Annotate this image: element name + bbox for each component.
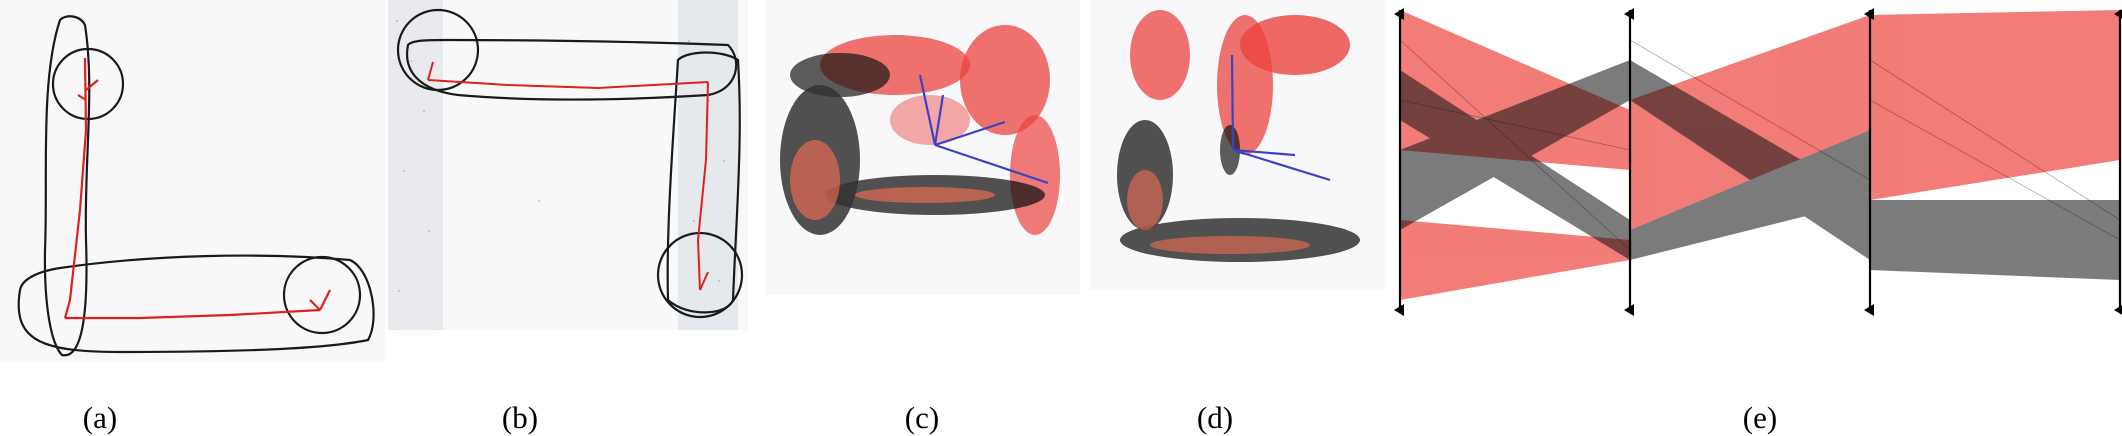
sketch-top-bar [406,38,738,101]
skeleton-vertical-line [63,57,88,319]
skeleton-top-line [427,79,709,90]
panel-c-scatter [765,0,1080,295]
caption-d: (d) [1196,400,1234,435]
caption-a: (a) [82,400,118,435]
skeleton-right-line [696,81,709,291]
panel-e-drawing [1390,0,2122,330]
panel-d-scatter [1090,0,1385,290]
cluster-red-d [1130,10,1350,155]
black-line-bundle [1400,60,2120,280]
sketch-vertical-stroke [43,15,91,357]
cluster-orange-speckle-d [1127,170,1310,254]
panel-e-parallel-coordinates [1390,0,2122,330]
black-line-strands [1399,39,2121,251]
panel-a-drawing [0,0,385,362]
sketch-bottom-right-circle [656,231,744,319]
parallel-axes [1398,10,2122,312]
panel-b-sketch [388,0,748,330]
panel-d-drawing [1090,0,1385,290]
principal-axes-d [1230,54,1331,182]
panel-a-sketch [0,0,385,362]
sketch-horizontal-stroke [17,254,375,354]
panel-b-drawing [388,0,748,330]
noise-speckle-group [396,20,725,292]
caption-e: (e) [1742,400,1778,435]
skeleton-horizontal-line [65,308,321,320]
cluster-orange-speckle-c [790,140,995,220]
panel-c-drawing [765,0,1080,295]
sketch-end-joint-circle [282,255,362,335]
caption-c: (c) [904,400,940,435]
sketch-top-left-circle [396,8,480,92]
caption-b: (b) [501,400,539,435]
axis-end-markers [1394,8,2122,316]
principal-axes-c [918,74,1049,185]
sketch-top-joint-circle [51,47,125,121]
